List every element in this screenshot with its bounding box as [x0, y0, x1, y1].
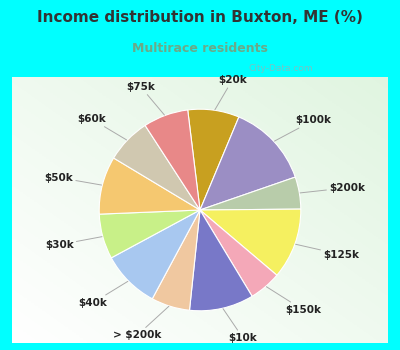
Wedge shape: [188, 109, 239, 210]
Text: $60k: $60k: [77, 114, 126, 140]
Wedge shape: [99, 210, 200, 258]
Wedge shape: [200, 209, 301, 275]
Wedge shape: [200, 210, 277, 296]
Text: City-Data.com: City-Data.com: [249, 64, 314, 73]
Text: > $200k: > $200k: [113, 306, 169, 340]
Wedge shape: [190, 210, 252, 311]
Text: Income distribution in Buxton, ME (%): Income distribution in Buxton, ME (%): [37, 10, 363, 26]
Text: $20k: $20k: [215, 75, 247, 110]
Text: $50k: $50k: [44, 173, 102, 185]
Wedge shape: [200, 117, 295, 210]
Wedge shape: [152, 210, 200, 310]
Text: Multirace residents: Multirace residents: [132, 42, 268, 55]
Wedge shape: [114, 125, 200, 210]
Wedge shape: [99, 158, 200, 214]
Wedge shape: [200, 177, 301, 210]
Text: $150k: $150k: [266, 287, 321, 315]
Wedge shape: [145, 110, 200, 210]
Text: $30k: $30k: [45, 237, 102, 250]
Wedge shape: [111, 210, 200, 299]
Text: $75k: $75k: [126, 82, 164, 115]
Text: $200k: $200k: [300, 183, 365, 193]
Text: $125k: $125k: [296, 244, 359, 260]
Text: $100k: $100k: [274, 115, 332, 141]
Text: $40k: $40k: [78, 281, 128, 308]
Text: $10k: $10k: [223, 309, 257, 343]
